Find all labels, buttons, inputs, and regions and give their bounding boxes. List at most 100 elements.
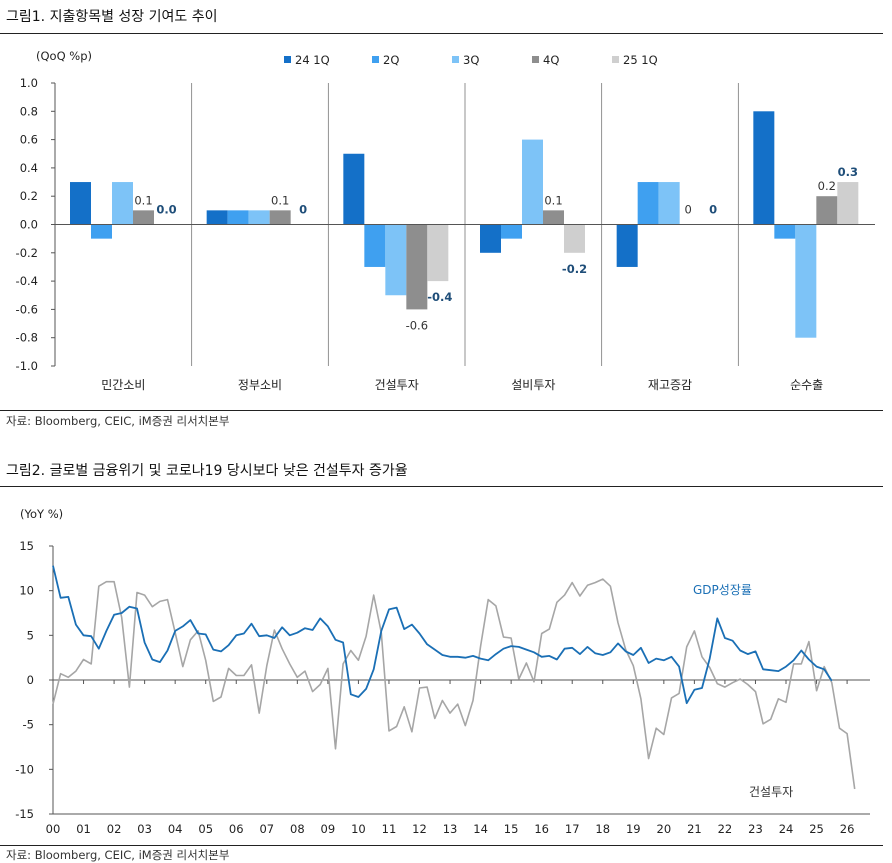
x-tick-label: 24	[779, 822, 794, 836]
bar-3-2	[522, 139, 543, 225]
x-tick-label: 18	[595, 822, 610, 836]
x-tick-label: 15	[504, 822, 519, 836]
x-tick-label: 01	[76, 822, 91, 836]
x-tick-label: 23	[748, 822, 763, 836]
category-label: 건설투자	[375, 378, 419, 392]
x-tick-label: 07	[259, 822, 274, 836]
figure1-top-rule	[0, 33, 883, 34]
bar-4-1	[637, 182, 659, 225]
x-tick-label: 17	[565, 822, 580, 836]
category-label: 정부소비	[238, 378, 282, 392]
bar-4-2	[658, 182, 680, 225]
x-tick-label: 20	[657, 822, 672, 836]
x-tick-label: 05	[198, 822, 213, 836]
bar-2-3	[406, 224, 428, 310]
x-tick-label: 14	[473, 822, 488, 836]
data-label: -0.6	[406, 318, 428, 332]
bar-1-3	[269, 210, 291, 225]
bar-0-0	[70, 182, 91, 225]
legend-swatch-3	[532, 56, 539, 63]
y-tick-label: -10	[15, 762, 34, 776]
x-tick-label: 19	[626, 822, 641, 836]
data-label: 0	[299, 203, 307, 217]
figure2-title: 그림2. 글로벌 금융위기 및 코로나19 당시보다 낮은 건설투자 증가율	[6, 463, 408, 479]
y-tick-label: 0	[27, 673, 34, 687]
figure2-source: 자료: Bloomberg, CEIC, iM증권 리서치본부	[6, 848, 230, 862]
bar-5-2	[795, 224, 817, 338]
x-tick-label: 00	[46, 822, 61, 836]
data-label: 0.1	[134, 193, 152, 207]
bar-2-0	[343, 153, 365, 225]
data-label: 0.2	[818, 179, 836, 193]
y-tick-label: 0.2	[20, 189, 38, 203]
bar-3-0	[480, 224, 501, 253]
legend-label-4: 25 1Q	[623, 53, 658, 67]
y-tick-label: 0.4	[20, 161, 38, 175]
category-label: 순수출	[790, 378, 823, 392]
figure1-source: 자료: Bloomberg, CEIC, iM증권 리서치본부	[6, 414, 230, 428]
figure2-line-chart: (YoY %) 15 10 5 0 -5 -10 -15 00 01 02 03 04 05 06 07 08 0…	[15, 507, 870, 836]
legend-swatch-1	[372, 56, 379, 63]
y-unit-label: (YoY %)	[20, 507, 63, 521]
bar-2-1	[364, 224, 386, 267]
legend-swatch-2	[452, 56, 459, 63]
x-tick-label: 26	[840, 822, 855, 836]
figure2-bottom-rule	[0, 845, 883, 846]
y-unit-label: (QoQ %p)	[36, 49, 92, 63]
bar-0-1	[91, 224, 112, 239]
x-tick-label: 13	[443, 822, 458, 836]
data-label: 0.0	[156, 203, 176, 217]
data-label: -0.2	[562, 262, 587, 276]
legend-label-2: 3Q	[463, 53, 479, 67]
legend-label-1: 2Q	[383, 53, 399, 67]
legend-label-0: 24 1Q	[295, 53, 330, 67]
bar-1-1	[227, 210, 249, 225]
x-tick-label: 16	[534, 822, 549, 836]
series-line-1	[52, 578, 856, 790]
bar-5-1	[774, 224, 796, 239]
bar-1-2	[248, 210, 270, 225]
y-tick-label: -15	[15, 807, 34, 821]
y-tick-label: -0.4	[16, 274, 38, 288]
legend-label-3: 4Q	[543, 53, 559, 67]
figure2-top-rule	[0, 486, 883, 487]
bar-2-4	[427, 224, 449, 282]
x-tick-label: 25	[809, 822, 824, 836]
x-tick-label: 04	[168, 822, 183, 836]
category-label: 재고증감	[648, 378, 692, 392]
data-label: 0.1	[271, 193, 289, 207]
bar-0-3	[133, 210, 154, 225]
y-tick-label: -5	[23, 718, 34, 732]
y-tick-label: 0.8	[20, 104, 38, 118]
figure1-title: 그림1. 지출항목별 성장 기여도 추이	[6, 9, 218, 25]
x-tick-label: 11	[382, 822, 397, 836]
series-label-gdp: GDP성장률	[693, 583, 752, 597]
x-tick-label: 22	[718, 822, 733, 836]
data-label: 0	[685, 203, 692, 217]
x-tick-label: 10	[351, 822, 366, 836]
x-tick-label: 06	[229, 822, 244, 836]
y-tick-label: 0.6	[20, 133, 38, 147]
data-label: 0.3	[838, 165, 858, 179]
y-tick-label: -0.2	[16, 246, 38, 260]
category-label: 민간소비	[101, 378, 145, 392]
bar-3-3	[543, 210, 564, 225]
x-tick-label: 02	[107, 822, 122, 836]
data-label: 0	[709, 203, 717, 217]
x-tick-label: 12	[412, 822, 427, 836]
category-label: 설비투자	[511, 378, 555, 392]
bar-5-4	[837, 182, 859, 225]
y-tick-label: -1.0	[16, 359, 38, 373]
bar-3-1	[501, 224, 522, 239]
y-tick-label: 15	[19, 539, 34, 553]
x-tick-label: 21	[687, 822, 702, 836]
bar-5-3	[816, 196, 838, 225]
y-tick-label: 1.0	[20, 76, 38, 90]
y-tick-label: -0.6	[16, 302, 38, 316]
bar-4-0	[616, 224, 638, 267]
series-label-construction: 건설투자	[749, 785, 793, 799]
data-label: 0.1	[544, 193, 562, 207]
data-label: -0.4	[427, 290, 452, 304]
x-tick-label: 03	[137, 822, 152, 836]
bar-3-4	[564, 224, 585, 253]
